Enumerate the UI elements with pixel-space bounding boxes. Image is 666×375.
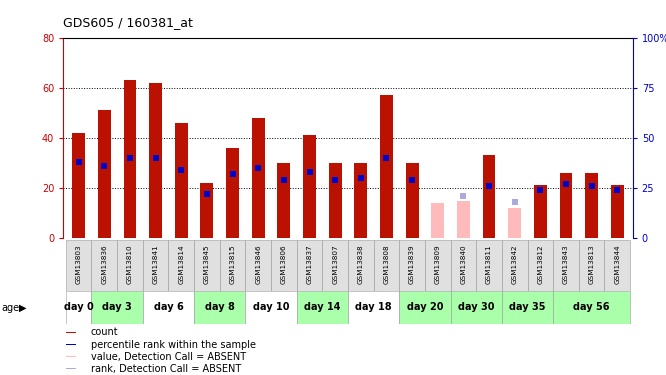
Bar xyxy=(98,110,111,238)
Bar xyxy=(296,291,348,324)
Text: GSM13815: GSM13815 xyxy=(230,244,236,284)
Bar xyxy=(508,208,521,238)
Bar xyxy=(303,135,316,238)
Bar xyxy=(322,240,348,291)
Text: GSM13842: GSM13842 xyxy=(511,244,517,284)
Text: GSM13807: GSM13807 xyxy=(332,244,338,284)
Bar xyxy=(348,240,374,291)
Bar xyxy=(553,291,630,324)
Text: day 3: day 3 xyxy=(103,303,132,312)
Bar xyxy=(502,240,527,291)
Text: value, Detection Call = ABSENT: value, Detection Call = ABSENT xyxy=(91,352,246,362)
Text: GSM13810: GSM13810 xyxy=(127,244,133,284)
Text: GSM13837: GSM13837 xyxy=(306,244,312,284)
Text: GSM13812: GSM13812 xyxy=(537,244,543,284)
Bar xyxy=(329,163,342,238)
Text: count: count xyxy=(91,327,119,338)
Bar xyxy=(168,240,194,291)
Bar xyxy=(559,173,572,238)
Bar xyxy=(91,240,117,291)
Bar xyxy=(476,240,502,291)
Text: ▶: ▶ xyxy=(19,303,26,313)
Text: GSM13839: GSM13839 xyxy=(409,244,415,284)
Bar xyxy=(278,163,290,238)
Text: day 6: day 6 xyxy=(154,303,183,312)
Text: day 8: day 8 xyxy=(205,303,234,312)
Bar xyxy=(611,186,624,238)
Bar xyxy=(483,155,496,238)
Bar xyxy=(149,82,162,238)
Text: day 18: day 18 xyxy=(356,303,392,312)
Bar xyxy=(354,163,367,238)
Bar xyxy=(271,240,296,291)
Bar xyxy=(579,240,605,291)
Bar xyxy=(374,240,400,291)
Text: GSM13806: GSM13806 xyxy=(281,244,287,284)
Bar xyxy=(72,133,85,238)
Bar xyxy=(124,80,137,238)
Bar xyxy=(91,291,143,324)
Text: rank, Detection Call = ABSENT: rank, Detection Call = ABSENT xyxy=(91,364,241,374)
Bar xyxy=(534,186,547,238)
Text: GSM13809: GSM13809 xyxy=(435,244,441,284)
Text: GSM13811: GSM13811 xyxy=(486,244,492,284)
Bar xyxy=(451,240,476,291)
Bar xyxy=(252,118,264,238)
Bar xyxy=(143,291,194,324)
Bar xyxy=(406,163,418,238)
Text: GSM13846: GSM13846 xyxy=(255,244,261,284)
Bar xyxy=(605,240,630,291)
Bar xyxy=(143,240,168,291)
Bar xyxy=(553,240,579,291)
Text: GSM13843: GSM13843 xyxy=(563,244,569,284)
Text: GSM13808: GSM13808 xyxy=(384,244,390,284)
Bar xyxy=(66,240,91,291)
Bar xyxy=(296,240,322,291)
Text: day 0: day 0 xyxy=(64,303,93,312)
Bar xyxy=(245,291,296,324)
Text: GSM13845: GSM13845 xyxy=(204,244,210,284)
Text: day 14: day 14 xyxy=(304,303,340,312)
Text: age: age xyxy=(1,303,19,313)
Text: GSM13841: GSM13841 xyxy=(153,244,159,284)
Bar xyxy=(348,291,400,324)
Text: GSM13838: GSM13838 xyxy=(358,244,364,284)
Bar xyxy=(527,240,553,291)
Text: GSM13836: GSM13836 xyxy=(101,244,107,284)
Bar xyxy=(66,344,77,345)
Bar xyxy=(66,356,77,357)
Bar xyxy=(226,148,239,238)
Bar xyxy=(117,240,143,291)
Bar xyxy=(66,332,77,333)
Text: day 10: day 10 xyxy=(253,303,289,312)
Text: percentile rank within the sample: percentile rank within the sample xyxy=(91,339,256,350)
Bar xyxy=(220,240,245,291)
Bar xyxy=(425,240,451,291)
Bar xyxy=(194,240,220,291)
Text: GSM13814: GSM13814 xyxy=(178,244,184,284)
Text: day 35: day 35 xyxy=(509,303,545,312)
Text: GSM13840: GSM13840 xyxy=(460,244,466,284)
Bar xyxy=(66,291,91,324)
Text: day 30: day 30 xyxy=(458,303,494,312)
Bar xyxy=(194,291,245,324)
Text: GDS605 / 160381_at: GDS605 / 160381_at xyxy=(63,16,193,29)
Text: GSM13844: GSM13844 xyxy=(614,244,620,284)
Bar xyxy=(585,173,598,238)
Bar xyxy=(400,240,425,291)
Text: GSM13803: GSM13803 xyxy=(76,244,82,284)
Bar xyxy=(432,203,444,238)
Bar xyxy=(200,183,213,238)
Bar xyxy=(175,123,188,238)
Bar xyxy=(457,201,470,238)
Text: day 20: day 20 xyxy=(407,303,443,312)
Bar xyxy=(400,291,451,324)
Bar xyxy=(245,240,271,291)
Text: GSM13813: GSM13813 xyxy=(589,244,595,284)
Bar xyxy=(502,291,553,324)
Text: day 56: day 56 xyxy=(573,303,610,312)
Bar xyxy=(451,291,502,324)
Bar xyxy=(380,95,393,238)
